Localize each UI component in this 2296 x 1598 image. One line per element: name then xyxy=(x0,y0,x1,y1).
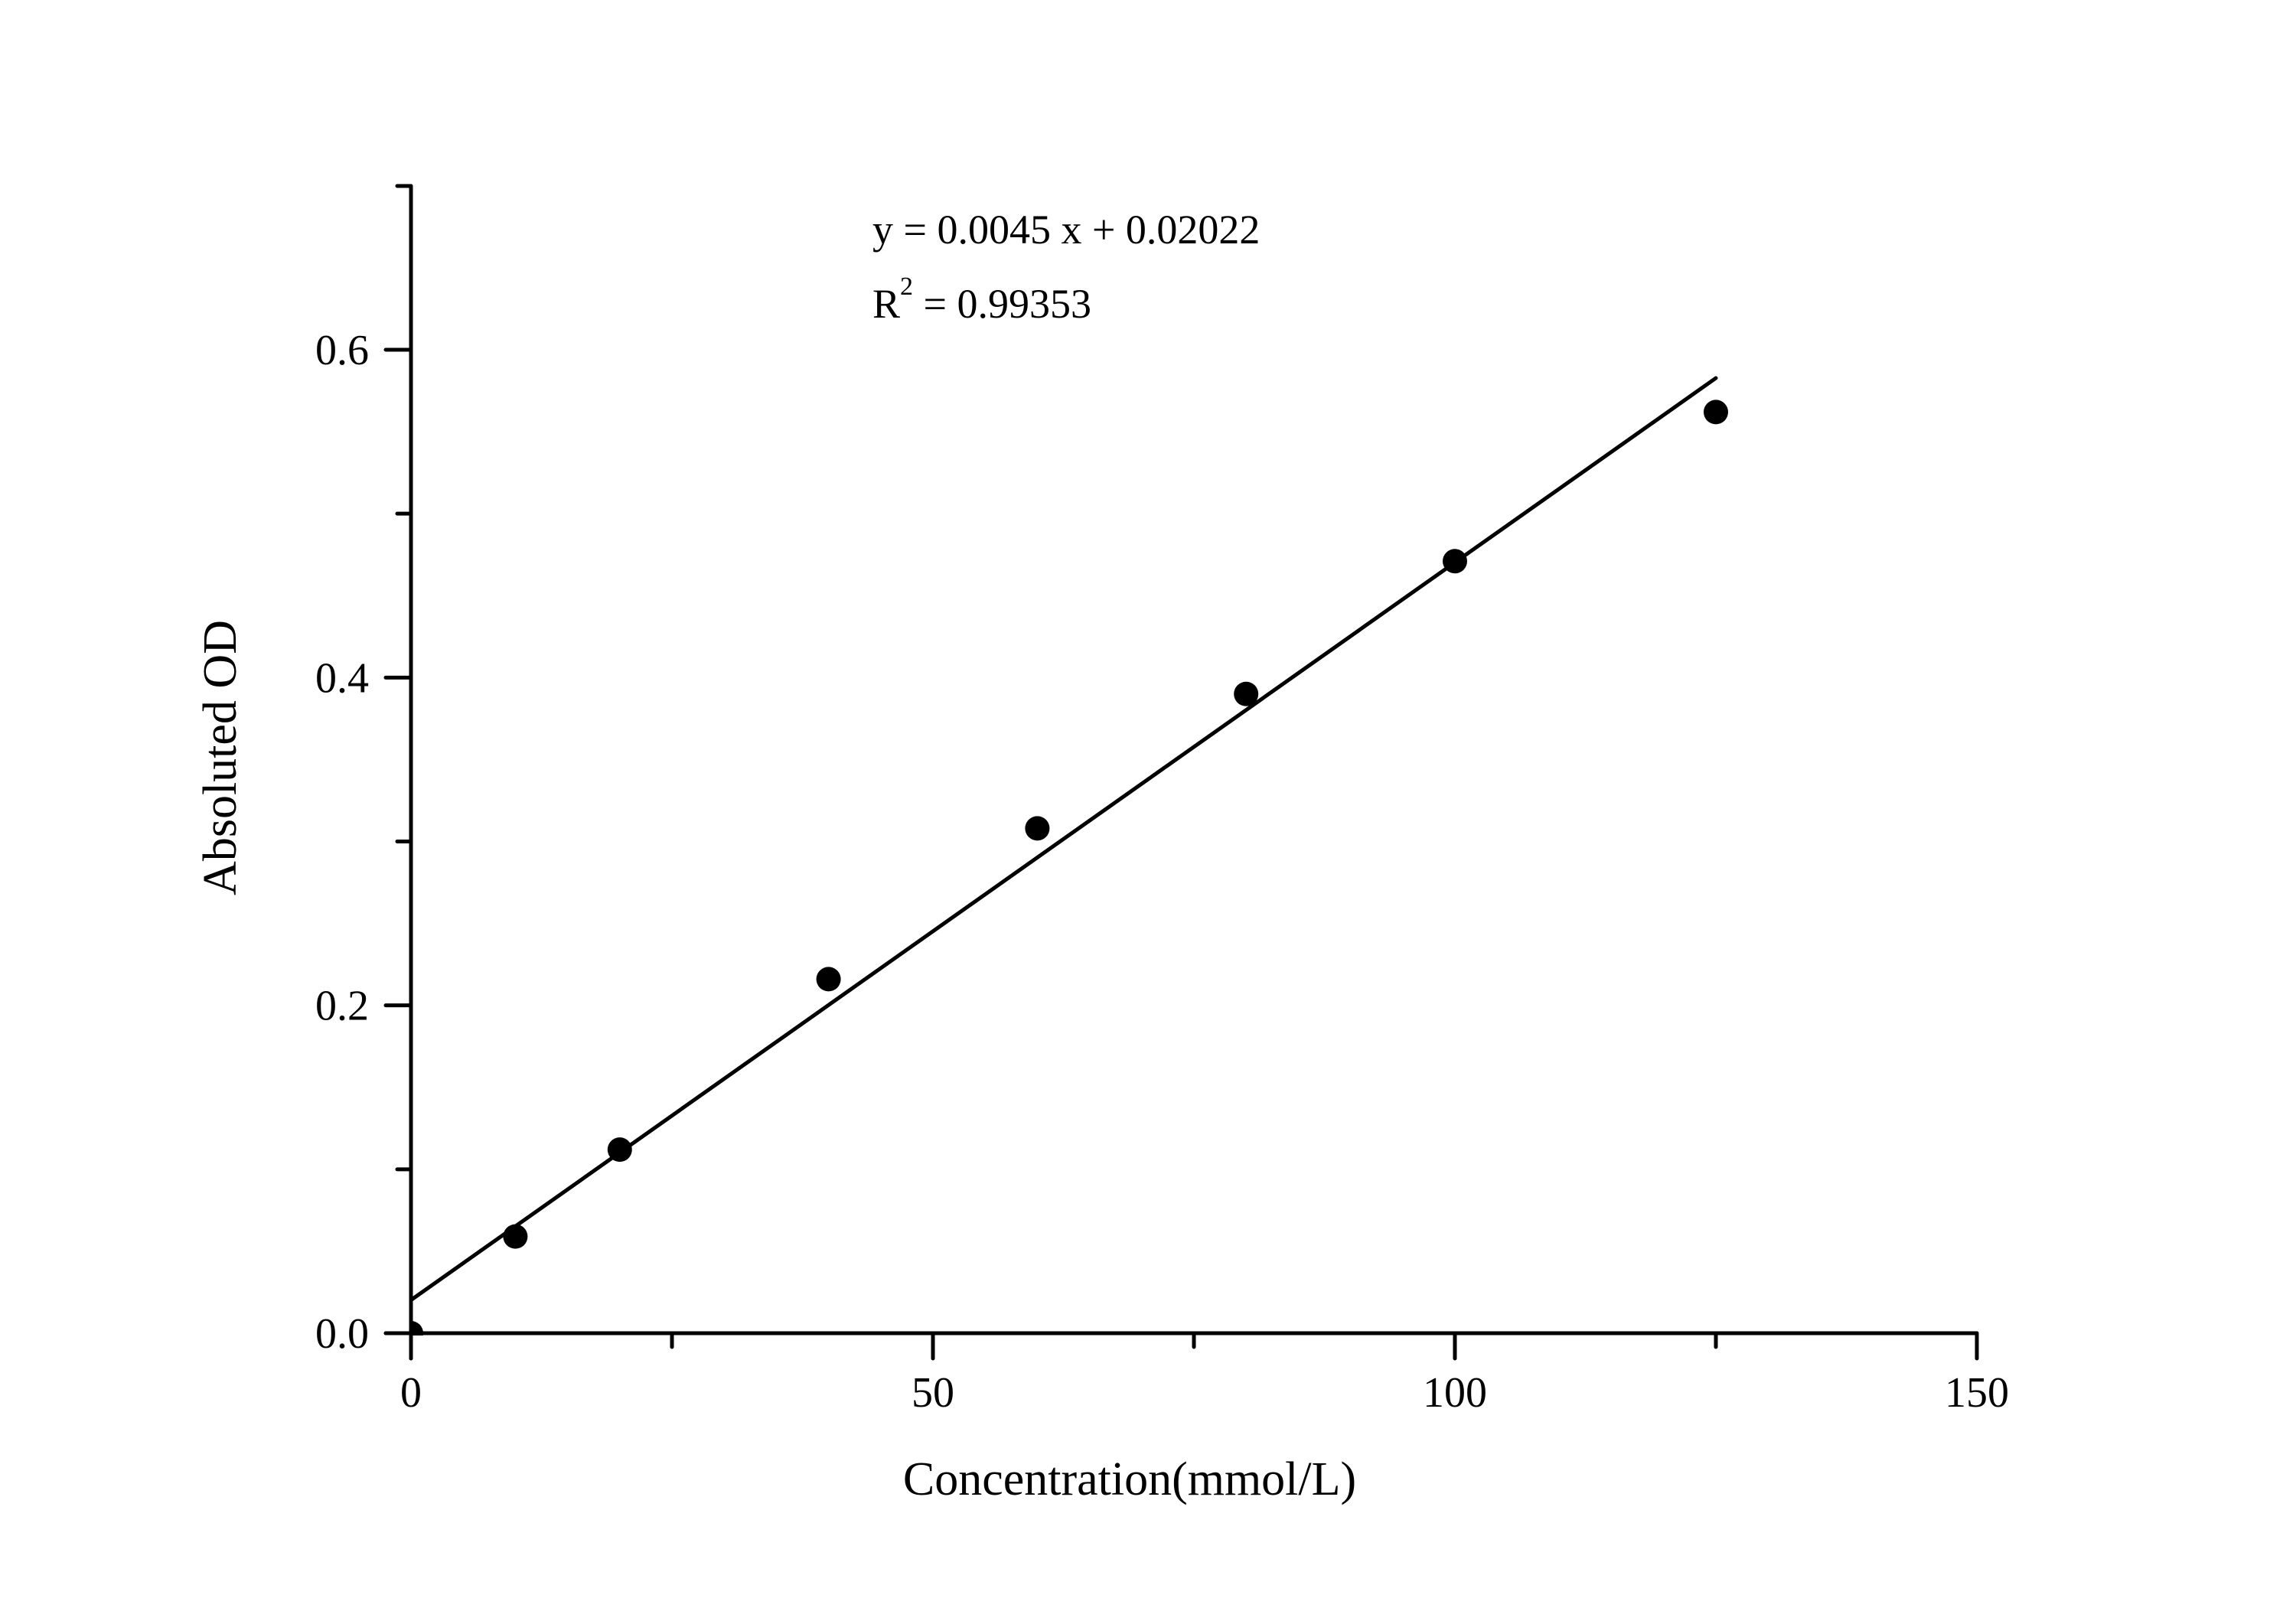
r-squared-prefix: R xyxy=(872,281,900,327)
data-point xyxy=(1443,549,1467,574)
x-axis-title: Concentration(mmol/L) xyxy=(903,1453,1356,1505)
fit-line xyxy=(409,376,1718,1303)
y-tick-label: 0.4 xyxy=(315,654,369,702)
data-point xyxy=(607,1137,632,1163)
y-tick-label: 0.0 xyxy=(315,1310,369,1358)
x-tick-label: 0 xyxy=(400,1369,422,1417)
x-tick-label: 150 xyxy=(1945,1369,2009,1417)
data-point xyxy=(1234,681,1259,706)
data-point xyxy=(1025,816,1050,841)
data-point xyxy=(503,1224,528,1249)
axes: 0 50 100 150 0.0 0.2 0.4 0.6 xyxy=(315,184,2009,1417)
r-squared-superscript: 2 xyxy=(900,272,913,301)
x-tick-label: 100 xyxy=(1423,1369,1487,1417)
r-squared-label: R2 = 0.99353 xyxy=(872,272,1091,327)
regression-equation: y = 0.0045 x + 0.02022 xyxy=(872,207,1260,253)
x-axis-ticks: 0 50 100 150 xyxy=(400,1331,2009,1417)
y-tick-label: 0.6 xyxy=(315,327,369,374)
data-points xyxy=(411,400,1728,1335)
y-axis-title: Absoluted OD xyxy=(194,620,246,895)
x-tick-label: 50 xyxy=(912,1369,954,1417)
data-point xyxy=(411,1321,423,1335)
regression-annotation: y = 0.0045 x + 0.02022 R2 = 0.99353 xyxy=(872,207,1260,327)
y-axis-ticks: 0.0 0.2 0.4 0.6 xyxy=(315,184,413,1358)
data-point xyxy=(816,967,841,992)
y-tick-label: 0.2 xyxy=(315,983,369,1030)
r-squared-value: = 0.99353 xyxy=(913,281,1091,327)
data-point xyxy=(1704,400,1728,425)
